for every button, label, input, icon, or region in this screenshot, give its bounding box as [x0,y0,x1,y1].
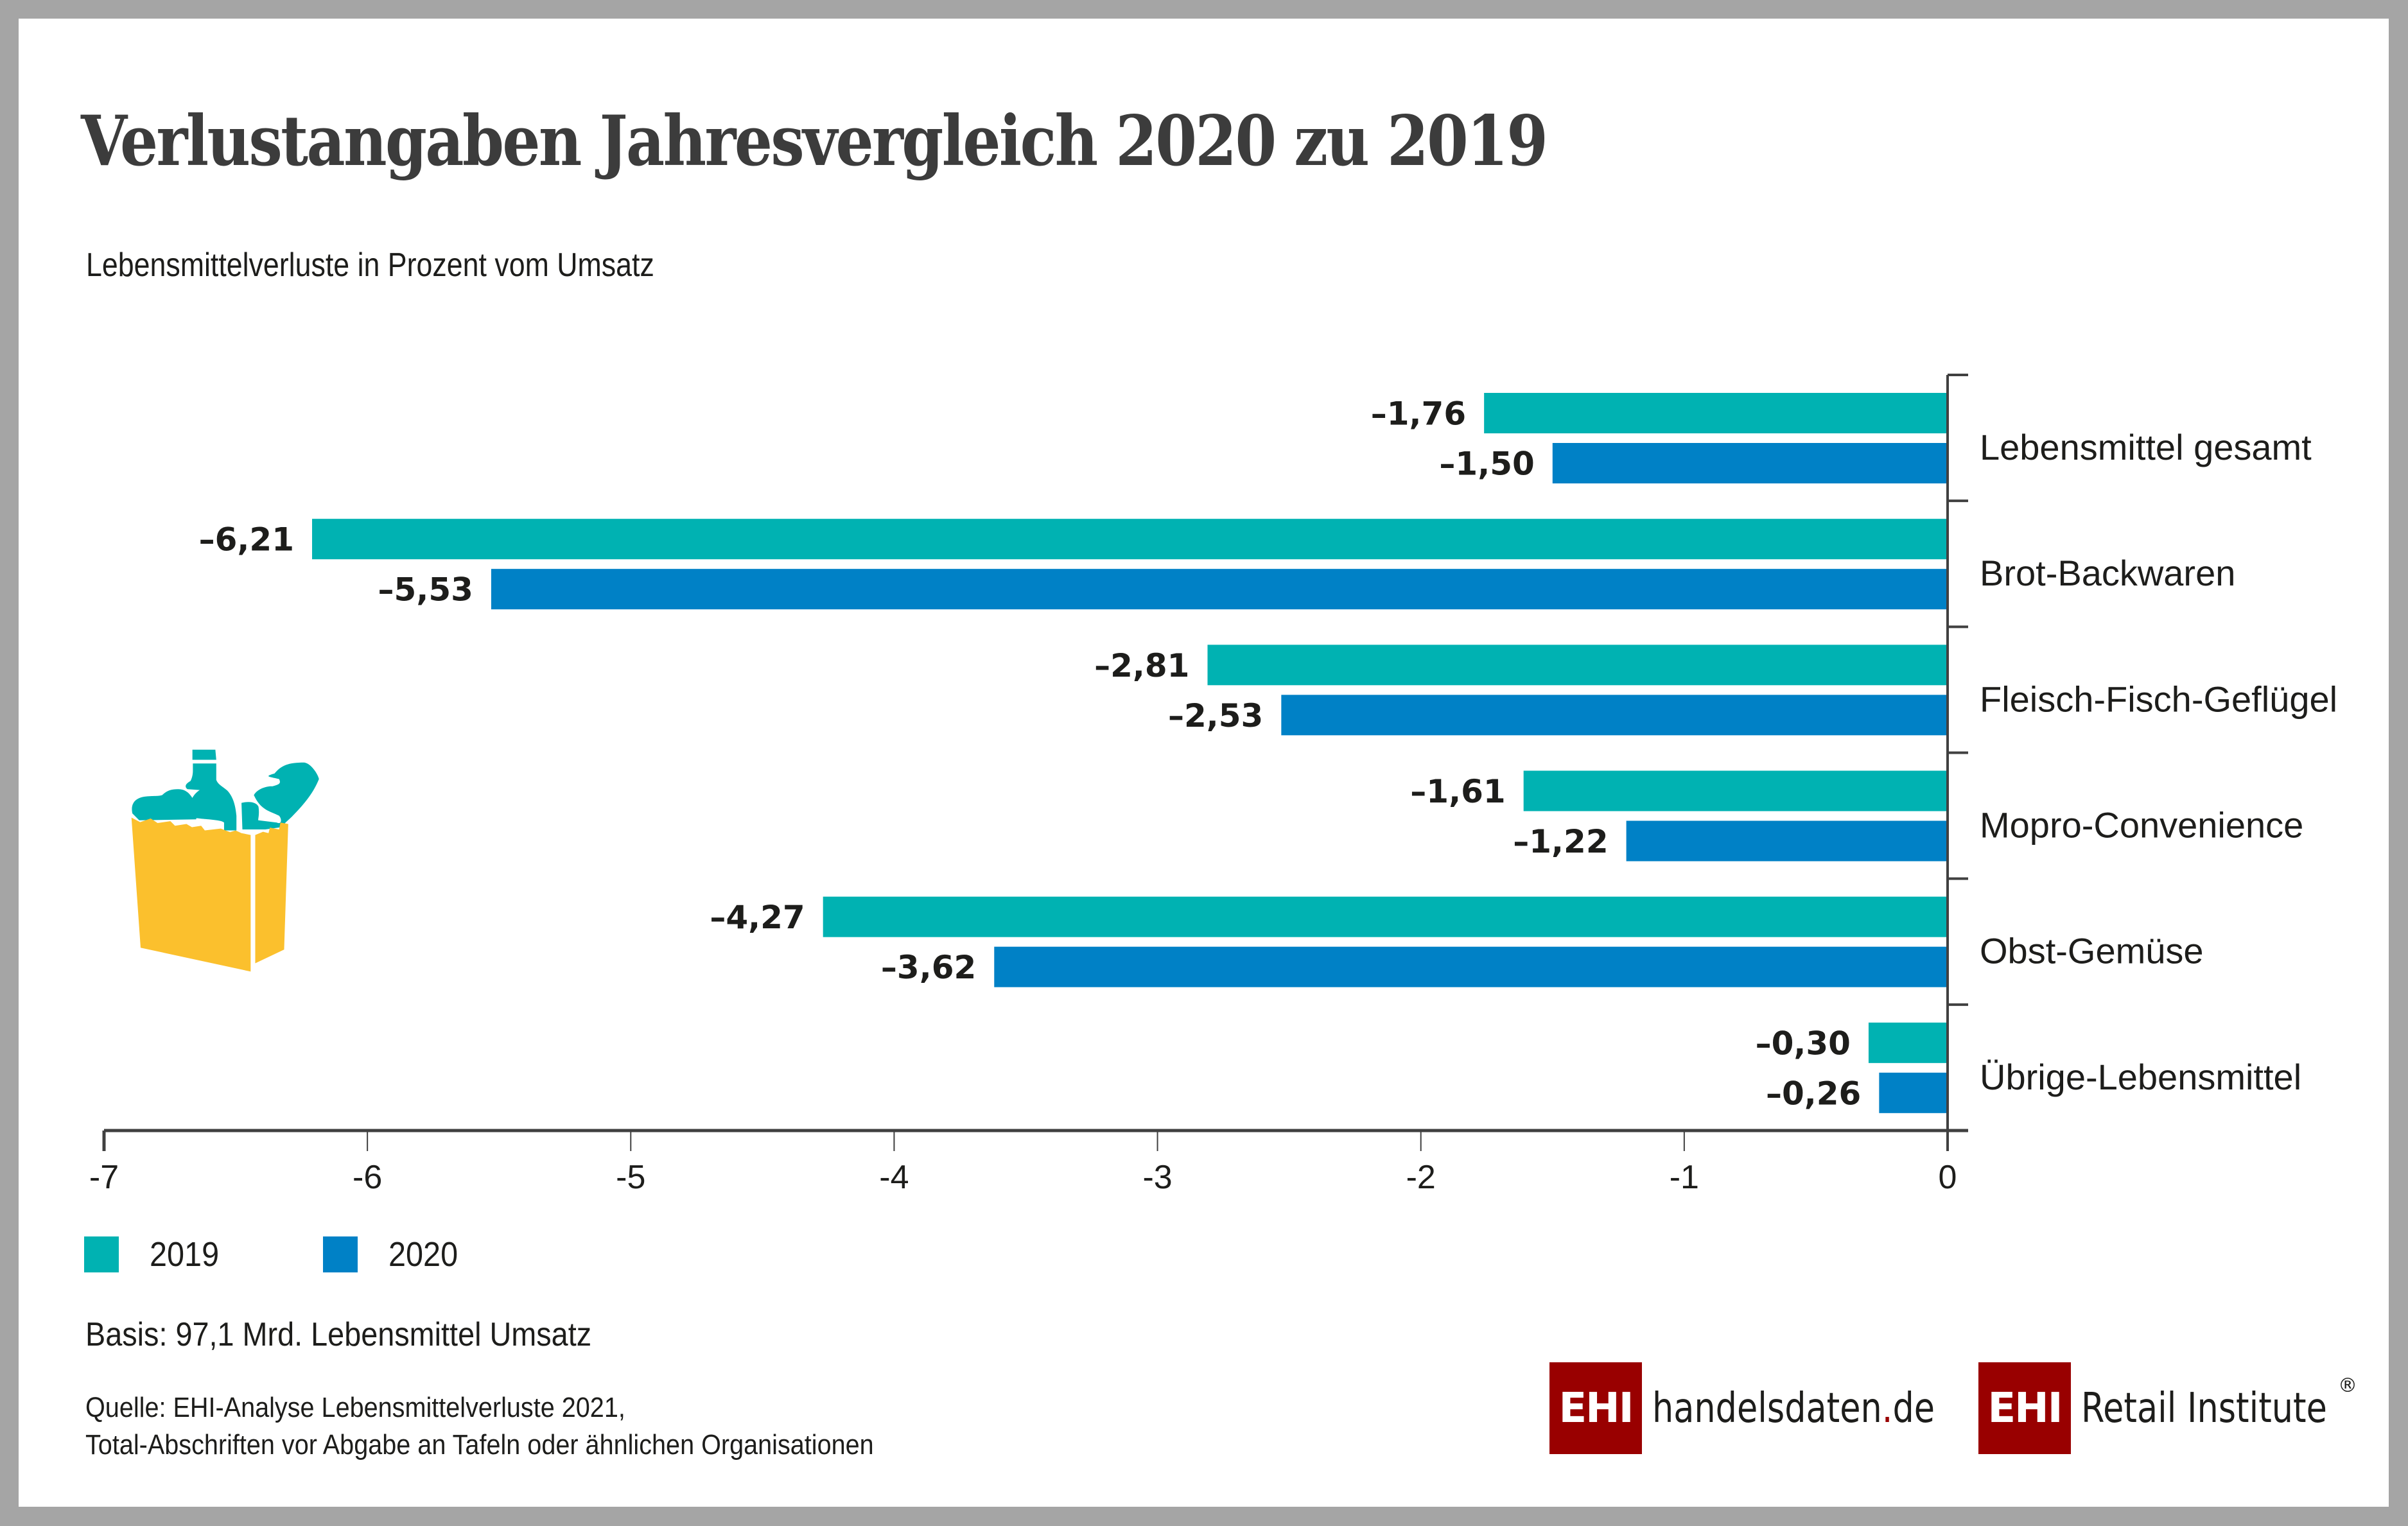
ehi-logo-box: EHI [1549,1362,1642,1454]
legend-label-2020: 2020 [388,1235,458,1274]
data-label-2020-1: –5,53 [378,571,473,609]
grocery-bag-icon [131,749,319,972]
bar-2019-5 [1868,1022,1948,1063]
x-tick-label-6: -1 [1670,1159,1699,1196]
data-label-2019-3: –1,61 [1410,773,1505,810]
bar-2020-5 [1879,1072,1948,1113]
data-label-2019-4: –4,27 [710,899,805,936]
x-tick-label-4: -3 [1142,1159,1172,1196]
ehi-logo-box: EHI [1978,1362,2071,1454]
bar-2020-3 [1626,820,1948,862]
category-label-4: Obst-Gemüse [1980,931,2204,971]
category-label-1: Brot-Backwaren [1980,553,2235,593]
baguette-shape [241,762,319,830]
data-label-2019-2: –2,81 [1094,647,1189,684]
x-tick-label-0: -7 [89,1159,119,1196]
bag-body [131,817,251,972]
bars-layer [312,393,1948,1113]
data-label-2020-2: –2,53 [1168,697,1263,734]
data-label-2020-0: –1,50 [1439,446,1534,483]
legend-swatch-2020 [323,1236,358,1272]
axes-layer [102,374,1968,1151]
x-tick-label-5: -2 [1406,1159,1436,1196]
data-label-2020-4: –3,62 [881,949,976,986]
category-label-3: Mopro-Convenience [1980,805,2303,845]
bag-side [255,822,288,964]
category-label-2: Fleisch-Fisch-Geflügel [1980,679,2337,719]
bar-2020-4 [994,946,1948,987]
category-label-0: Lebensmittel gesamt [1980,427,2312,467]
bag-contents [132,749,319,831]
source-line-2: Total-Abschriften vor Abgabe an Tafeln o… [85,1429,874,1461]
legend-item-2020: 2020 [323,1235,466,1274]
source-line-1: Quelle: EHI-Analyse Lebensmittelverluste… [85,1392,625,1423]
page-title: Verlustangaben Jahresvergleich 2020 zu 2… [81,101,1548,182]
data-label-2020-3: –1,22 [1513,823,1608,860]
source-note: Quelle: EHI-Analyse Lebensmittelverluste… [85,1389,874,1464]
category-label-5: Übrige-Lebensmittel [1980,1057,2301,1097]
bottle-shape [186,749,237,831]
bar-2019-0 [1484,393,1948,433]
chart-subtitle: Lebensmittelverluste in Prozent vom Umsa… [86,247,654,284]
logo-text-main: handelsdaten [1652,1384,1882,1432]
vegetable-shape [132,789,197,820]
legend-label-2019: 2019 [150,1235,220,1274]
data-label-2019-1: –6,21 [199,521,294,559]
x-tick-label-7: 0 [1939,1159,1957,1196]
bar-2020-2 [1281,695,1948,736]
bar-chart: –1,76 –6,21 –2,81 –1,61 –4,27 –0,30 –1,50 –5,53… [89,374,2337,1197]
bar-2019-4 [823,896,1948,937]
logo-handelsdaten-text: handelsdaten.de [1652,1385,1935,1432]
legend-item-2019: 2019 [84,1235,227,1274]
data-label-2019-0: –1,76 [1371,395,1466,433]
x-tick-label-3: -4 [879,1159,909,1196]
logo-retail-institute-text: Retail Institute [2081,1384,2327,1432]
logo-dot: . [1881,1384,1893,1432]
bar-2019-2 [1207,645,1948,686]
logo-text-tld: de [1892,1384,1935,1432]
x-tick-label-1: -6 [353,1159,382,1196]
bar-2020-0 [1552,443,1948,483]
data-label-2020-5: –0,26 [1766,1075,1861,1112]
bar-2019-1 [312,519,1948,560]
basis-note: Basis: 97,1 Mrd. Lebensmittel Umsatz [85,1316,592,1353]
legend-swatch-2019 [84,1236,119,1272]
logo-handelsdaten[interactable]: EHI handelsdaten.de [1549,1362,1997,1454]
logo-retail-institute[interactable]: EHI Retail Institute [1978,1362,2381,1454]
registered-mark: ® [2338,1374,2357,1397]
bar-2019-3 [1523,770,1948,811]
infographic-canvas: Verlustangaben Jahresvergleich 2020 zu 2… [19,19,2389,1507]
bar-2020-1 [491,569,1948,610]
data-label-2019-5: –0,30 [1756,1025,1851,1062]
x-tick-label-2: -5 [616,1159,645,1196]
labels-layer: –1,76 –6,21 –2,81 –1,61 –4,27 –0,30 –1,50 –5,53… [89,395,2337,1197]
